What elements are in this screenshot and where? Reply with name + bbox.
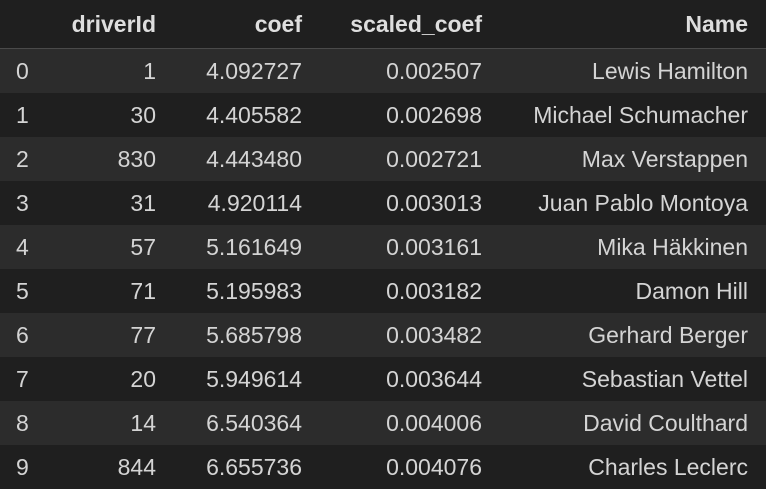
cell-scaled-coef: 0.004076 [320,445,500,489]
cell-coef: 5.685798 [174,313,320,357]
cell-driverid: 830 [46,137,174,181]
cell-coef: 4.920114 [174,181,320,225]
cell-name: Charles Leclerc [500,445,766,489]
row-index: 7 [0,357,46,401]
cell-name: Damon Hill [500,269,766,313]
cell-coef: 5.161649 [174,225,320,269]
cell-scaled-coef: 0.003482 [320,313,500,357]
cell-name: David Coulthard [500,401,766,445]
table-row: 1 30 4.405582 0.002698 Michael Schumache… [0,93,766,137]
table-row: 0 1 4.092727 0.002507 Lewis Hamilton [0,49,766,94]
cell-name: Mika Häkkinen [500,225,766,269]
table-header: driverId coef scaled_coef Name [0,0,766,49]
cell-driverid: 57 [46,225,174,269]
row-index: 2 [0,137,46,181]
table-row: 9 844 6.655736 0.004076 Charles Leclerc [0,445,766,489]
row-index: 3 [0,181,46,225]
header-row: driverId coef scaled_coef Name [0,0,766,49]
cell-driverid: 20 [46,357,174,401]
row-index: 9 [0,445,46,489]
table-row: 6 77 5.685798 0.003482 Gerhard Berger [0,313,766,357]
cell-coef: 5.195983 [174,269,320,313]
cell-coef: 5.949614 [174,357,320,401]
table-row: 7 20 5.949614 0.003644 Sebastian Vettel [0,357,766,401]
table-row: 3 31 4.920114 0.003013 Juan Pablo Montoy… [0,181,766,225]
cell-driverid: 14 [46,401,174,445]
cell-name: Lewis Hamilton [500,49,766,94]
cell-coef: 4.405582 [174,93,320,137]
row-index: 0 [0,49,46,94]
table-body: 0 1 4.092727 0.002507 Lewis Hamilton 1 3… [0,49,766,489]
column-header-driverid: driverId [46,0,174,49]
cell-coef: 4.092727 [174,49,320,94]
column-header-scaled-coef: scaled_coef [320,0,500,49]
row-index: 8 [0,401,46,445]
cell-scaled-coef: 0.004006 [320,401,500,445]
cell-driverid: 31 [46,181,174,225]
cell-scaled-coef: 0.002721 [320,137,500,181]
table-row: 8 14 6.540364 0.004006 David Coulthard [0,401,766,445]
cell-name: Sebastian Vettel [500,357,766,401]
cell-name: Max Verstappen [500,137,766,181]
table-row: 5 71 5.195983 0.003182 Damon Hill [0,269,766,313]
cell-name: Gerhard Berger [500,313,766,357]
cell-driverid: 844 [46,445,174,489]
row-index: 1 [0,93,46,137]
column-header-name: Name [500,0,766,49]
cell-scaled-coef: 0.003013 [320,181,500,225]
cell-name: Juan Pablo Montoya [500,181,766,225]
table-row: 4 57 5.161649 0.003161 Mika Häkkinen [0,225,766,269]
row-index: 6 [0,313,46,357]
row-index: 5 [0,269,46,313]
index-column-header [0,0,46,49]
cell-driverid: 77 [46,313,174,357]
cell-name: Michael Schumacher [500,93,766,137]
cell-driverid: 1 [46,49,174,94]
cell-scaled-coef: 0.002507 [320,49,500,94]
table-row: 2 830 4.443480 0.002721 Max Verstappen [0,137,766,181]
row-index: 4 [0,225,46,269]
cell-coef: 4.443480 [174,137,320,181]
cell-driverid: 71 [46,269,174,313]
column-header-coef: coef [174,0,320,49]
cell-driverid: 30 [46,93,174,137]
cell-coef: 6.655736 [174,445,320,489]
cell-scaled-coef: 0.003182 [320,269,500,313]
cell-scaled-coef: 0.003644 [320,357,500,401]
cell-coef: 6.540364 [174,401,320,445]
cell-scaled-coef: 0.002698 [320,93,500,137]
cell-scaled-coef: 0.003161 [320,225,500,269]
